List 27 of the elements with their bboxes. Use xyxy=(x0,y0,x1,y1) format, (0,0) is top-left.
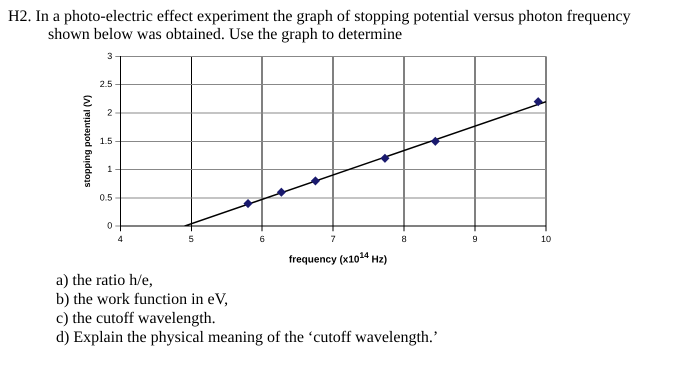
x-tick-label: 10 xyxy=(540,234,552,244)
text: d) Explain the physical meaning of the ‘cutoff wavelength.’ xyxy=(56,328,440,348)
x-tick-label: 7 xyxy=(330,234,336,244)
text: c) the cutoff wavelength. xyxy=(56,309,217,328)
x-tick-label: 6 xyxy=(260,234,265,244)
point xyxy=(534,97,542,106)
x-tick-label: 8 xyxy=(402,234,407,244)
x-tick-label: 9 xyxy=(472,234,478,244)
x-tick-label: 5 xyxy=(188,234,194,244)
y-tick-label: 1.5 xyxy=(100,136,112,146)
y-tick-label: 2.5 xyxy=(100,79,112,90)
y-tick-label: 2 xyxy=(107,107,112,118)
text: a) the ratio h/e, xyxy=(56,271,154,290)
x-axis-title: frequency (x10$^{14}$ Hz) xyxy=(288,249,388,268)
y-tick-label: 0.5 xyxy=(100,192,112,202)
y-axis-title: stopping potential (V) xyxy=(82,95,92,188)
point xyxy=(244,199,252,208)
chart-title: H2. In a photo-electric effect experiment the graph of stopping potential versus photon frequency shown below was obtained. Use the graph to determine xyxy=(8,8,632,44)
y-tick-label: 0 xyxy=(107,220,112,231)
y-tick-label: 3 xyxy=(107,50,112,61)
x-tick-label: 4 xyxy=(118,234,123,244)
point xyxy=(431,137,440,146)
point xyxy=(277,188,286,196)
text: b) the work function in eV, xyxy=(56,290,230,310)
y-tick-label: 1 xyxy=(107,164,112,174)
point xyxy=(311,176,320,186)
point xyxy=(380,154,390,163)
